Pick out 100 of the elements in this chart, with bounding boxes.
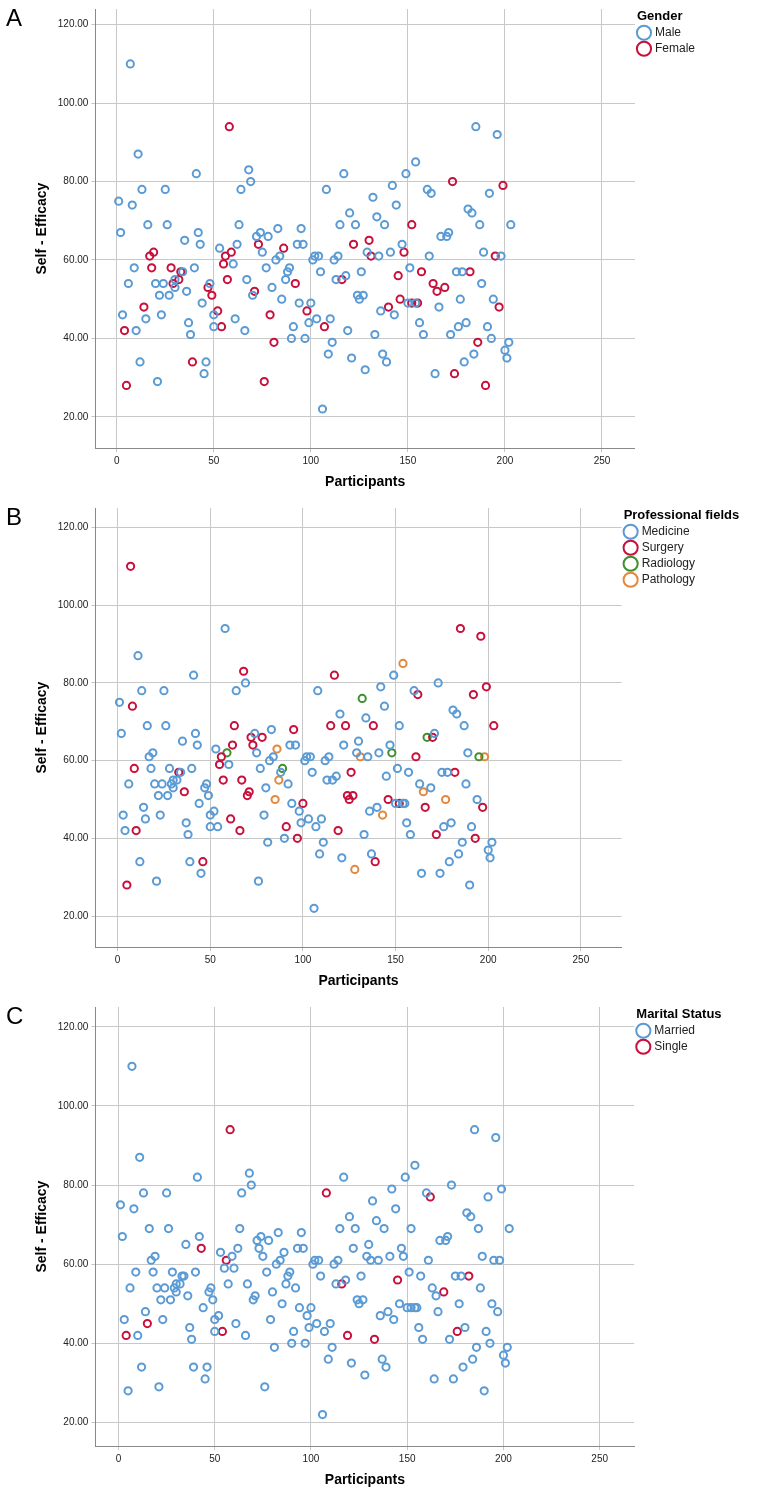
point xyxy=(121,380,132,391)
y-axis-title: Self - Efficacy xyxy=(33,182,50,275)
point xyxy=(168,278,178,289)
point xyxy=(145,251,155,261)
x-tick-label: 100 xyxy=(294,953,312,965)
point xyxy=(355,752,365,762)
point xyxy=(248,740,258,750)
point xyxy=(342,1330,353,1341)
y-axis-title: Self - Efficacy xyxy=(33,1180,50,1273)
legend-title: Marital Status xyxy=(636,1006,722,1021)
point xyxy=(395,294,405,304)
point xyxy=(217,1326,228,1337)
legend-label: Medicine xyxy=(641,524,690,539)
text: B xyxy=(6,503,23,531)
point xyxy=(449,369,460,379)
legend-label: Male xyxy=(654,25,682,40)
point xyxy=(265,310,275,320)
point xyxy=(166,263,176,273)
x-tick-label: 0 xyxy=(114,953,121,965)
point xyxy=(207,290,217,300)
point xyxy=(319,322,330,332)
point xyxy=(470,833,480,843)
point xyxy=(489,721,499,731)
point xyxy=(473,337,483,347)
x-tick-label: 250 xyxy=(591,1452,609,1464)
y-tick-label: 60.00 xyxy=(63,253,89,265)
legend-label: Single xyxy=(654,1039,689,1054)
point xyxy=(333,826,343,836)
point xyxy=(369,1334,380,1344)
y-tick-label: 40.00 xyxy=(63,332,89,344)
point xyxy=(348,791,358,801)
point xyxy=(394,798,404,808)
point xyxy=(179,787,189,797)
point xyxy=(474,752,484,762)
y-tick-label: 40.00 xyxy=(63,1337,89,1349)
legend-title: Professional fields xyxy=(623,507,740,522)
point xyxy=(411,752,421,762)
y-tick-label: 80.00 xyxy=(63,1178,89,1190)
point xyxy=(290,278,300,289)
point xyxy=(119,325,130,336)
y-tick-label: 80.00 xyxy=(63,676,89,688)
point xyxy=(147,263,157,273)
point xyxy=(441,794,451,805)
x-tick-label: 50 xyxy=(209,1452,221,1464)
point xyxy=(432,286,442,296)
point xyxy=(346,767,356,777)
point xyxy=(269,337,279,347)
x-tick-label: 200 xyxy=(495,1452,513,1464)
point xyxy=(216,322,227,332)
point xyxy=(428,278,438,289)
x-tick-label: 150 xyxy=(387,953,405,965)
point xyxy=(142,1318,152,1329)
point xyxy=(244,787,254,797)
y-tick-label: 120.00 xyxy=(57,18,89,30)
point xyxy=(425,1192,435,1202)
point xyxy=(392,1275,403,1285)
point xyxy=(257,732,267,742)
y-tick-label: 40.00 xyxy=(63,832,89,844)
point xyxy=(383,794,393,805)
point xyxy=(302,306,312,316)
point xyxy=(422,732,432,742)
y-tick-label: 80.00 xyxy=(63,175,89,187)
point xyxy=(242,791,252,801)
point xyxy=(277,763,288,774)
y-tick-label: 120.00 xyxy=(57,521,89,533)
point xyxy=(480,380,491,391)
point xyxy=(368,721,378,731)
x-tick-label: 50 xyxy=(208,454,220,466)
point xyxy=(439,1287,449,1297)
point xyxy=(131,826,141,836)
point xyxy=(357,693,367,704)
point xyxy=(235,826,245,836)
x-tick-label: 150 xyxy=(398,1452,416,1464)
point xyxy=(383,302,394,312)
y-tick-label: 120.00 xyxy=(57,1020,89,1032)
point xyxy=(478,802,488,812)
x-tick-label: 250 xyxy=(593,454,611,466)
point xyxy=(447,176,458,187)
point xyxy=(407,220,417,230)
point xyxy=(225,1125,235,1135)
x-axis-title: Participants xyxy=(325,473,406,490)
point xyxy=(196,1243,206,1253)
point xyxy=(450,767,460,777)
point xyxy=(213,306,223,316)
point xyxy=(455,623,466,634)
point xyxy=(203,282,213,293)
point xyxy=(416,267,427,277)
y-tick-label: 100.00 xyxy=(57,598,89,610)
point xyxy=(224,122,234,132)
point xyxy=(398,658,408,669)
point xyxy=(393,271,403,281)
point xyxy=(498,180,508,191)
point xyxy=(239,666,249,676)
x-tick-label: 200 xyxy=(496,454,514,466)
point xyxy=(214,759,225,770)
point xyxy=(321,1188,331,1198)
point xyxy=(216,752,226,762)
point xyxy=(218,775,228,785)
point xyxy=(298,798,308,808)
point xyxy=(366,251,376,261)
